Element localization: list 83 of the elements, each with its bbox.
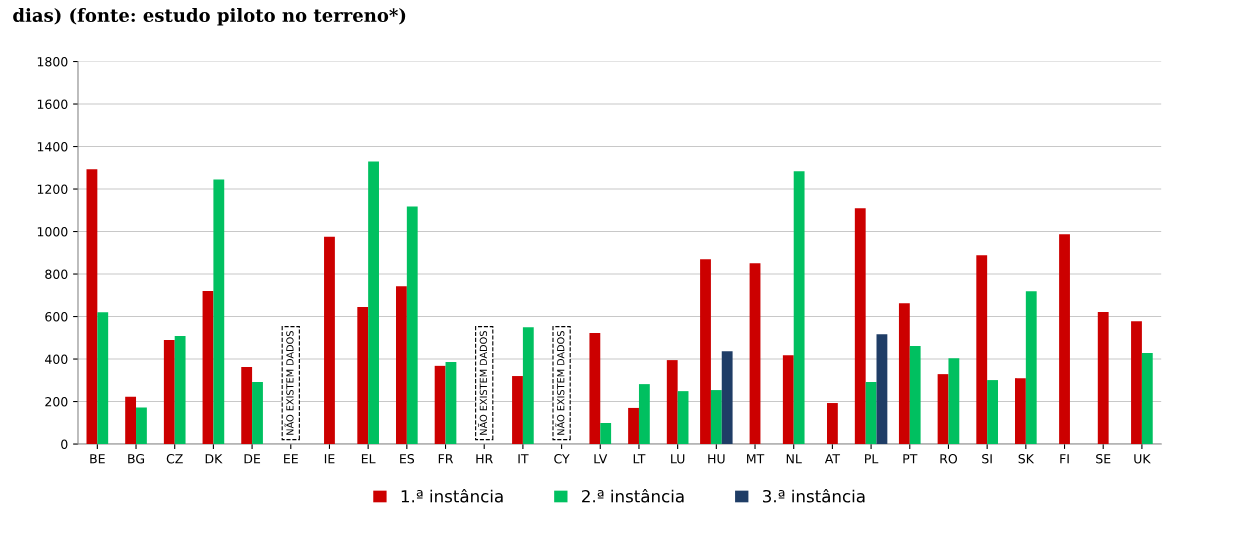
bar xyxy=(638,384,650,445)
x-tick-label: IE xyxy=(324,454,335,464)
bar xyxy=(666,360,678,445)
y-tick-label: 1000 xyxy=(37,227,68,237)
bar xyxy=(600,423,612,445)
bar xyxy=(434,365,446,445)
bar xyxy=(987,380,998,445)
x-tick-label: CY xyxy=(554,453,570,464)
x-tick-label: PL xyxy=(865,454,879,464)
legend-label: 3.ª instância xyxy=(763,488,865,503)
bar xyxy=(1025,291,1037,445)
x-tick-label: HU xyxy=(708,454,725,464)
x-tick-label: EL xyxy=(361,454,376,464)
bar xyxy=(721,351,733,445)
y-tick-label: 1200 xyxy=(37,184,68,194)
x-tick-label: UK xyxy=(1134,454,1151,464)
bar xyxy=(522,327,534,445)
bar xyxy=(876,334,888,445)
bar xyxy=(445,362,457,445)
x-tick-label: LU xyxy=(671,454,685,464)
x-tick-label: SE xyxy=(1096,453,1111,464)
bar xyxy=(948,358,960,445)
x-tick-label: MT xyxy=(747,454,765,464)
bar xyxy=(368,161,379,445)
legend-label: 1.ª instância xyxy=(401,488,503,503)
y-tick-label: 1400 xyxy=(37,142,68,152)
y-tick-label: 200 xyxy=(45,397,68,407)
bar xyxy=(909,346,921,445)
bar xyxy=(97,312,109,445)
annotation: NÃO EXISTEM DADOS xyxy=(477,331,488,435)
x-tick-label: AT xyxy=(824,454,841,464)
y-tick-label: 400 xyxy=(45,354,68,364)
bar xyxy=(174,336,186,445)
bar xyxy=(163,339,175,445)
x-tick-label: IT xyxy=(518,454,529,464)
x-tick-label: NL xyxy=(786,454,802,464)
bar xyxy=(793,171,805,445)
x-tick-label: SI xyxy=(982,453,992,464)
bar xyxy=(136,407,147,445)
x-tick-label: BE xyxy=(90,454,105,464)
bar xyxy=(202,291,214,445)
y-tick-label: 1800 xyxy=(37,57,68,67)
bar xyxy=(86,169,98,445)
x-tick-label: RO xyxy=(940,453,958,464)
x-tick-label: FR xyxy=(438,454,454,464)
y-tick-label: 800 xyxy=(45,269,68,279)
bar xyxy=(396,286,407,445)
x-tick-label: SK xyxy=(1018,453,1035,464)
bar xyxy=(589,333,601,445)
x-tick-label: ES xyxy=(400,453,415,464)
legend-label: 2.ª instância xyxy=(582,488,684,503)
y-tick-label: 600 xyxy=(45,312,68,322)
bar xyxy=(976,255,988,445)
bar xyxy=(937,374,949,445)
bar xyxy=(252,382,263,445)
bar xyxy=(1141,353,1153,445)
bar xyxy=(898,303,910,445)
x-tick-label: LV xyxy=(594,454,608,464)
x-tick-label: DK xyxy=(205,454,223,464)
x-tick-label: PT xyxy=(903,454,918,464)
chart-title: dias) (fonte: estudo piloto no terreno*) xyxy=(13,8,406,26)
x-tick-label: DE xyxy=(244,454,261,464)
x-tick-label: BG xyxy=(128,453,145,464)
bar xyxy=(125,396,137,445)
bar xyxy=(241,367,253,445)
y-tick-label: 0 xyxy=(61,439,68,449)
bar xyxy=(1131,321,1142,445)
bar xyxy=(213,179,225,445)
x-tick-label: EE xyxy=(284,454,298,464)
bar xyxy=(782,355,794,445)
x-tick-label: CZ xyxy=(166,453,183,464)
bar xyxy=(677,391,689,445)
x-tick-label: LT xyxy=(633,454,646,464)
x-tick-label: HR xyxy=(476,454,493,464)
annotation: NÃO EXISTEM DADOS xyxy=(284,331,294,435)
x-tick-label: FI xyxy=(1060,454,1069,464)
bar xyxy=(357,306,369,445)
annotation: NÃO EXISTEM DADOS xyxy=(555,331,565,435)
bar xyxy=(512,376,523,445)
bar xyxy=(1015,378,1026,445)
bar xyxy=(628,407,639,445)
bar xyxy=(406,206,418,445)
y-tick-label: 1600 xyxy=(37,99,68,109)
